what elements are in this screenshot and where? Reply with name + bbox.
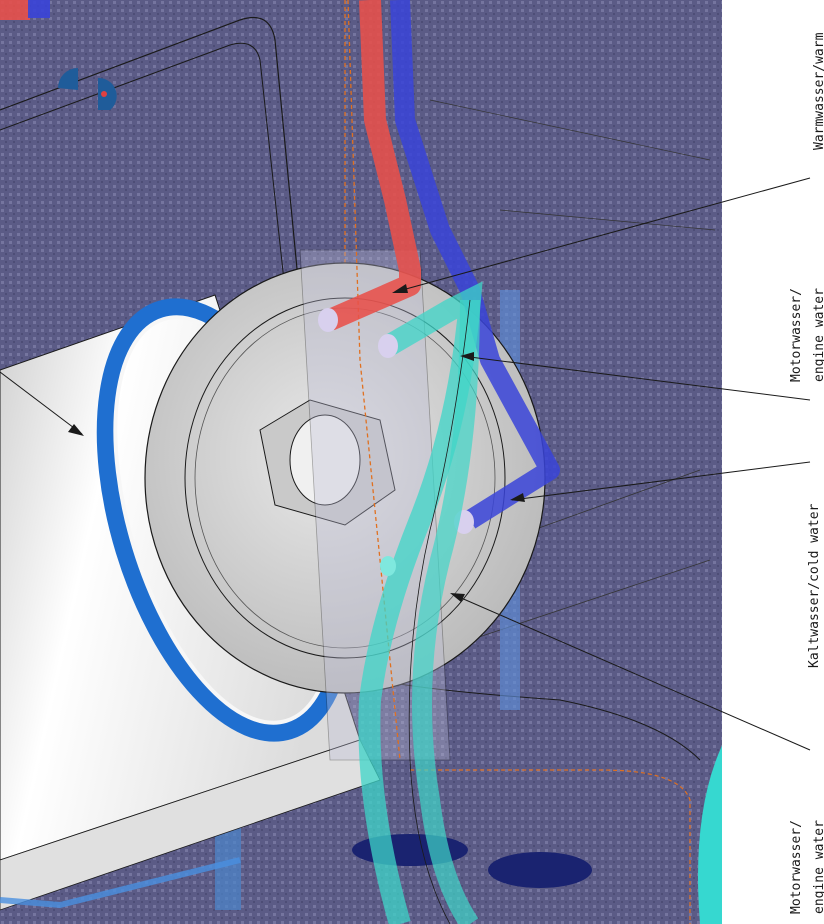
label-warm-water: Warmwasser/warm (812, 32, 824, 150)
label-cold-water: Kaltwasser/cold water (807, 503, 822, 668)
label-engine-water-top-line2: engine water (812, 288, 824, 382)
label-engine-water-bottom-line2: engine water (812, 820, 824, 914)
label-engine-water-bottom-line1: Motorwasser/ (789, 820, 804, 914)
label-engine-water-top-line1: Motorwasser/ (789, 288, 804, 382)
leader-lines (0, 177, 811, 751)
engine-water-pipe (358, 281, 730, 924)
flange (144, 0, 546, 761)
arrowheads (68, 284, 525, 602)
